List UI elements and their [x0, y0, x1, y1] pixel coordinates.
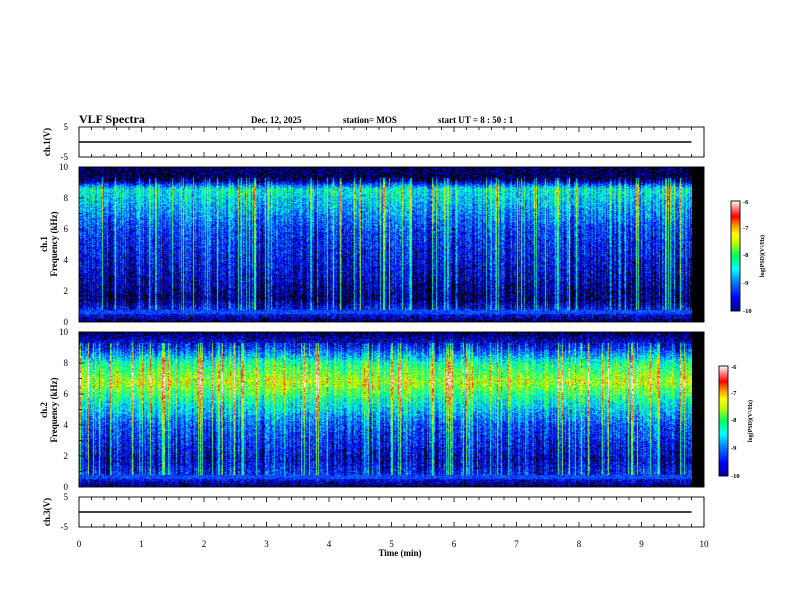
- ch1-spectrogram-panel: 0 2 4 6 8 10 ch.1 Frequency (kHz) -6 -7 …: [39, 162, 766, 327]
- ch1-colorbar: [731, 201, 740, 311]
- ch1-ytick-10: 10: [59, 162, 69, 172]
- date-label: Dec. 12, 2025: [251, 115, 302, 125]
- ch2-channel-label: ch.2: [39, 402, 49, 418]
- ch3-waveform-ylabel: ch.3(V): [42, 498, 52, 526]
- x-tick-labels: 0 1 2 3 4 5 6 7 8 9 10: [77, 539, 709, 549]
- ch1-spectrogram-image-wrap: [79, 167, 692, 322]
- ch2-spectrogram-heatmap: [79, 332, 692, 487]
- x-tick-label-0: 0: [77, 539, 82, 549]
- ch1-ytick-bottom: -5: [61, 152, 69, 162]
- ch1-ytick-top: 5: [64, 122, 69, 132]
- x-tick-label-10: 10: [700, 539, 710, 549]
- ch2-frequency-label: Frequency (kHz): [49, 377, 59, 442]
- ch2-ytick-6: 6: [64, 389, 69, 399]
- x-tick-label-5: 5: [389, 539, 394, 549]
- ch2-spectrogram-ticks: [78, 331, 705, 488]
- ch2-colorbar-label: log(PSD)(V²/Hz): [747, 400, 754, 442]
- ch2-colorbar-frame: [718, 365, 729, 477]
- ch1-channel-label: ch.1: [39, 236, 49, 252]
- ch2-cb-tick-10: -10: [731, 473, 740, 480]
- ch1-ytick-6: 6: [64, 224, 69, 234]
- ch2-cb-tick-9: -9: [731, 445, 737, 452]
- ch2-cb-tick-7: -7: [731, 390, 737, 397]
- ch1-frequency-label: Frequency (kHz): [49, 211, 59, 276]
- ch3-waveform-panel: 5 -5 ch.3(V): [42, 492, 705, 532]
- ch1-spectrogram-ticks: [78, 166, 705, 323]
- ch1-cb-tick-9: -9: [743, 280, 749, 287]
- ch3-waveform-ticks: [78, 497, 705, 527]
- ch1-ytick-4: 4: [64, 255, 69, 265]
- figure-title: VLF Spectra: [79, 112, 145, 126]
- x-tick-label-2: 2: [202, 539, 207, 549]
- x-tick-label-1: 1: [139, 539, 144, 549]
- ch2-ytick-8: 8: [64, 358, 69, 368]
- x-tick-label-9: 9: [639, 539, 644, 549]
- ch1-ytick-2: 2: [64, 286, 69, 296]
- ch1-waveform-ylabel: ch.1(V): [42, 128, 52, 156]
- ch1-waveform-ticks: [78, 127, 705, 157]
- ch2-spectrogram-panel: 0 2 4 6 8 10 ch.2 Frequency (kHz) -6 -7 …: [39, 327, 754, 492]
- ch2-ytick-10: 10: [59, 327, 69, 337]
- ch2-spectrogram-image-wrap: [79, 332, 692, 487]
- ch1-spectrogram-heatmap: [79, 167, 692, 322]
- ch2-cb-tick-8: -8: [731, 417, 737, 424]
- ch3-ytick-bottom: -5: [61, 522, 69, 532]
- ch1-cb-tick-8: -8: [743, 252, 749, 259]
- ch1-ytick-0: 0: [64, 317, 69, 327]
- ch2-cb-tick-6: -6: [731, 364, 737, 371]
- ch2-ytick-2: 2: [64, 451, 69, 461]
- ch1-ytick-8: 8: [64, 193, 69, 203]
- x-axis-label: Time (min): [378, 548, 421, 558]
- ch1-colorbar-frame: [730, 200, 741, 312]
- x-tick-label-8: 8: [577, 539, 582, 549]
- ch3-ytick-top: 5: [64, 492, 69, 502]
- ch2-ytick-0: 0: [64, 482, 69, 492]
- x-tick-label-7: 7: [514, 539, 519, 549]
- x-tick-label-3: 3: [264, 539, 269, 549]
- ch1-waveform-panel: 5 -5 ch.1(V): [42, 122, 705, 162]
- ch1-cb-tick-7: -7: [743, 225, 749, 232]
- ch2-colorbar: [719, 366, 728, 476]
- x-tick-label-4: 4: [327, 539, 332, 549]
- ch1-cb-tick-10: -10: [743, 308, 752, 315]
- x-tick-label-6: 6: [452, 539, 457, 549]
- ch1-cb-tick-6: -6: [743, 199, 749, 206]
- ch1-colorbar-label: log(PSD)(V²/Hz): [759, 235, 766, 277]
- station-label: station= MOS: [343, 115, 397, 125]
- ch2-ytick-4: 4: [64, 420, 69, 430]
- start-ut-label: start UT = 8 : 50 : 1: [438, 115, 514, 125]
